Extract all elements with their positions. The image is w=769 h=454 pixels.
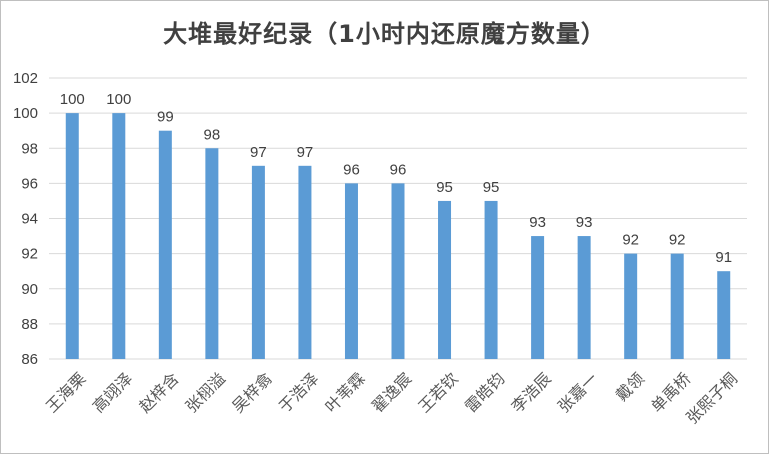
data-label: 92 <box>622 232 639 249</box>
data-label: 96 <box>390 161 407 178</box>
bar <box>112 113 126 359</box>
bar <box>391 183 405 359</box>
y-tick-label: 86 <box>21 351 38 368</box>
data-label: 99 <box>157 109 174 126</box>
x-tick-label: 于浩泽 <box>275 369 322 416</box>
y-tick-label: 90 <box>21 281 38 298</box>
bar <box>205 148 219 359</box>
bar <box>577 236 591 359</box>
y-tick-label: 94 <box>21 211 38 228</box>
data-label: 98 <box>204 126 221 143</box>
x-tick-label: 赵梓含 <box>135 369 182 416</box>
bar <box>484 200 498 359</box>
x-tick-label: 王海栗 <box>42 369 89 416</box>
x-tick-label: 吴梓翕 <box>228 369 275 416</box>
bar <box>438 200 452 359</box>
x-tick-label: 戴领 <box>612 369 648 405</box>
y-tick-label: 88 <box>21 316 38 333</box>
x-tick-label: 叶苇霖 <box>321 369 368 416</box>
bar <box>670 253 684 359</box>
data-label: 95 <box>483 179 500 196</box>
data-label: 96 <box>343 161 360 178</box>
x-tick-label: 高翊泽 <box>89 369 136 416</box>
x-tick-label: 张栩溢 <box>182 369 229 416</box>
x-tick-label: 张熙子桐 <box>682 369 741 428</box>
bar <box>65 113 79 359</box>
chart-title: 大堆最好纪录（1小时内还原魔方数量） <box>163 20 606 48</box>
data-label: 100 <box>106 91 131 108</box>
bar <box>298 165 312 359</box>
bar <box>251 165 265 359</box>
x-tick-label: 雷皓钧 <box>461 369 508 416</box>
bar <box>624 253 638 359</box>
data-label: 92 <box>669 232 686 249</box>
bar <box>344 183 358 359</box>
data-label: 91 <box>715 249 732 266</box>
bar <box>158 130 172 359</box>
data-label: 93 <box>576 214 593 231</box>
y-tick-label: 92 <box>21 246 38 263</box>
data-label: 95 <box>436 179 453 196</box>
y-tick-label: 100 <box>13 105 38 122</box>
y-tick-label: 102 <box>13 70 38 87</box>
data-label: 97 <box>250 144 267 161</box>
x-tick-label: 李浩辰 <box>508 369 555 416</box>
x-tick-label: 王若钦 <box>414 369 461 416</box>
bar <box>531 236 545 359</box>
bar <box>717 271 731 359</box>
x-tick-label: 翟逸宸 <box>368 369 415 416</box>
y-tick-label: 98 <box>21 140 38 157</box>
data-label: 97 <box>297 144 314 161</box>
y-tick-label: 96 <box>21 175 38 192</box>
data-label: 93 <box>529 214 546 231</box>
data-label: 100 <box>60 91 85 108</box>
x-tick-label: 张嘉一 <box>554 369 601 416</box>
